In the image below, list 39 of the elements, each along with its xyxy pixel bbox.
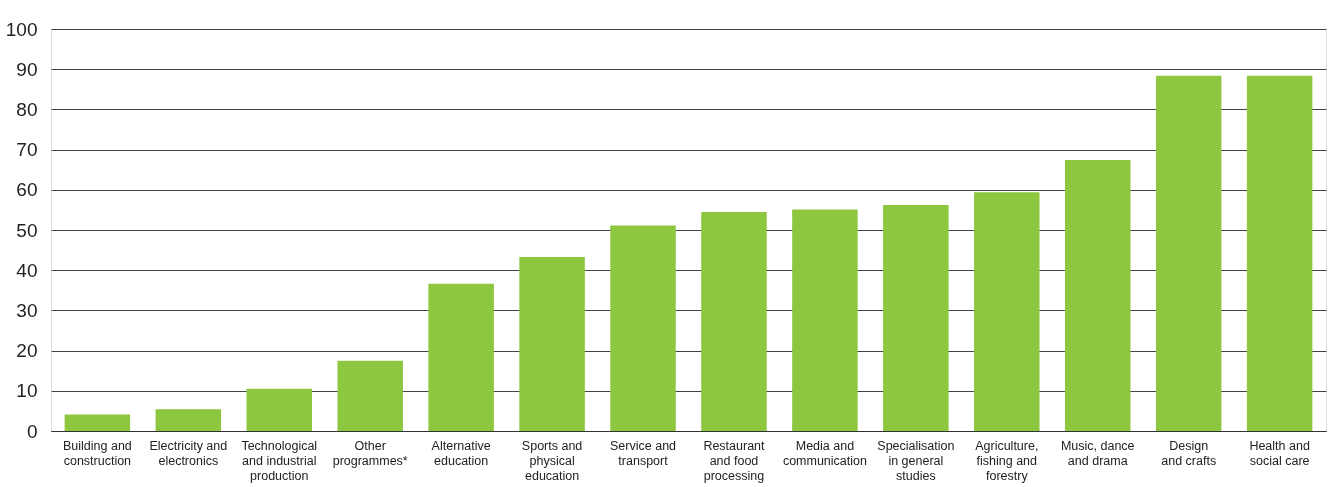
bar	[701, 211, 767, 431]
x-tick-label: Restaurant and food processing	[703, 438, 766, 483]
bar	[974, 192, 1040, 431]
bar	[610, 225, 676, 431]
bar	[428, 283, 494, 431]
y-tick-label: 0	[26, 420, 38, 442]
y-tick-label: 80	[16, 98, 38, 120]
bar	[155, 409, 222, 431]
y-tick-label: 70	[16, 139, 38, 161]
bar	[1246, 75, 1313, 431]
x-tick-label: Alternative education	[431, 438, 491, 468]
x-tick-label: Electricity and electronics	[149, 438, 228, 468]
x-tick-label: Service and transport	[610, 438, 677, 468]
y-tick-label: 50	[16, 219, 38, 241]
bar	[792, 209, 858, 431]
x-tick-label: Specialisation in general studies	[877, 438, 955, 483]
bar	[519, 256, 585, 431]
x-tick-label: Other programmes*	[332, 438, 408, 468]
x-tick-label: Technological and industrial production	[241, 438, 318, 483]
y-tick-label: 20	[16, 340, 38, 362]
y-tick-label: 40	[16, 259, 38, 281]
x-tick-label: Media and communication	[782, 438, 867, 468]
x-tick-label: Design and crafts	[1161, 438, 1217, 468]
x-tick-label: Health and social care	[1249, 438, 1310, 468]
x-tick-label: Agriculture, fishing and forestry	[975, 438, 1039, 483]
bar	[246, 388, 312, 431]
y-tick-label: 90	[16, 58, 38, 80]
bar	[883, 205, 949, 431]
bar	[1065, 160, 1131, 431]
x-tick-label: Music, dance and drama	[1060, 438, 1135, 468]
y-tick-label: 60	[16, 179, 38, 201]
bar	[64, 414, 131, 431]
x-tick-label: Building and construction	[62, 438, 132, 468]
y-tick-label: 30	[16, 299, 38, 321]
bar	[337, 360, 403, 431]
bar	[1155, 75, 1222, 431]
y-tick-label: 10	[16, 380, 38, 402]
x-tick-label: Sports and physical education	[521, 438, 583, 483]
y-tick-label: 100	[5, 18, 38, 40]
